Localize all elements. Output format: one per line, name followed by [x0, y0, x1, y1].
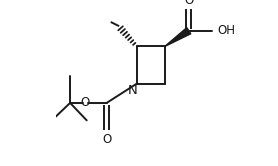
Polygon shape: [165, 28, 191, 46]
Text: O: O: [184, 0, 193, 6]
Text: O: O: [102, 133, 111, 146]
Text: N: N: [128, 84, 137, 97]
Text: OH: OH: [217, 24, 235, 37]
Text: O: O: [80, 96, 90, 109]
